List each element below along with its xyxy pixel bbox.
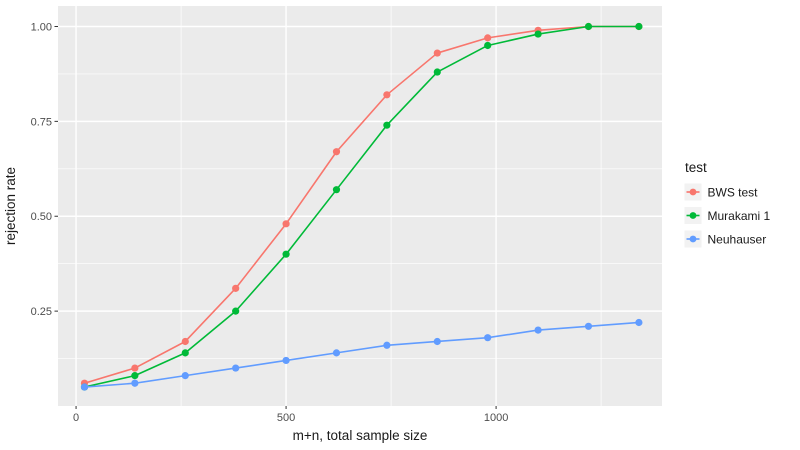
axis-tick-labels: 0 500 1000 0.25 0.50 0.75 1.00 (31, 21, 509, 424)
legend-entry-neuhauser: Neuhauser (684, 230, 767, 248)
series-point-neuhauser (232, 364, 240, 372)
legend-entry-label: Neuhauser (708, 233, 767, 247)
series-line-neuhauser (83, 321, 640, 388)
y-tick-label: 0.25 (31, 306, 52, 318)
legend-entry-murakami-1: Murakami 1 (684, 207, 771, 224)
series-point-bws-test (383, 91, 391, 99)
series-point-neuhauser (181, 372, 189, 380)
y-tick-label: 0.75 (31, 116, 52, 128)
x-axis-title: m+n, total sample size (293, 428, 428, 443)
series-point-bws-test (232, 284, 240, 292)
minor-gridlines (58, 6, 662, 406)
series-point-bws-test (433, 49, 441, 57)
series-point-neuhauser (131, 379, 139, 387)
series-point-bws-test (282, 220, 290, 228)
series-point-murakami-1 (181, 349, 189, 357)
series-point-neuhauser (534, 326, 542, 334)
series-point-neuhauser (332, 349, 341, 357)
legend-title: test (685, 160, 707, 175)
series-line-murakami-1 (83, 25, 640, 388)
legend-entry-bws-test: BWS test (684, 183, 759, 201)
legend-entry-label: BWS test (708, 186, 759, 200)
series-point-murakami-1 (635, 22, 643, 31)
series-point-bws-test (484, 34, 492, 42)
axis-tick-marks (54, 25, 497, 409)
series-point-neuhauser (383, 341, 391, 349)
series-point-murakami-1 (484, 41, 492, 50)
series-point-neuhauser (635, 318, 643, 327)
series-point-murakami-1 (332, 186, 341, 194)
series-point-murakami-1 (584, 22, 593, 31)
legend: test BWS test Murakami 1 Neuhauser (684, 160, 771, 248)
legend-key-point (689, 235, 697, 243)
y-tick-label: 0.50 (31, 211, 52, 223)
series-point-neuhauser (433, 337, 441, 346)
series-point-murakami-1 (383, 121, 391, 129)
series-point-bws-test (131, 364, 139, 372)
series-point-bws-test (181, 337, 189, 346)
series-point-murakami-1 (534, 30, 542, 38)
data-series (80, 22, 643, 391)
x-tick-label: 1000 (484, 412, 508, 424)
series-point-neuhauser (484, 334, 492, 342)
series-point-neuhauser (584, 322, 593, 330)
y-axis-title: rejection rate (3, 167, 18, 245)
legend-key-point (689, 212, 697, 219)
legend-key-point (689, 188, 697, 196)
plot-panel (58, 6, 662, 406)
x-tick-label: 0 (73, 412, 79, 424)
series-point-murakami-1 (282, 250, 290, 258)
series-point-murakami-1 (131, 372, 139, 380)
series-point-neuhauser (80, 383, 89, 391)
series-line-bws-test (83, 25, 640, 385)
series-point-murakami-1 (433, 68, 441, 76)
series-point-bws-test (332, 148, 341, 156)
major-gridlines (58, 6, 662, 406)
legend-entries: BWS test Murakami 1 Neuhauser (684, 183, 771, 248)
series-point-murakami-1 (232, 307, 240, 315)
legend-entry-label: Murakami 1 (708, 209, 771, 223)
x-tick-label: 500 (277, 412, 295, 424)
series-point-neuhauser (282, 356, 290, 365)
y-tick-label: 1.00 (31, 21, 52, 33)
